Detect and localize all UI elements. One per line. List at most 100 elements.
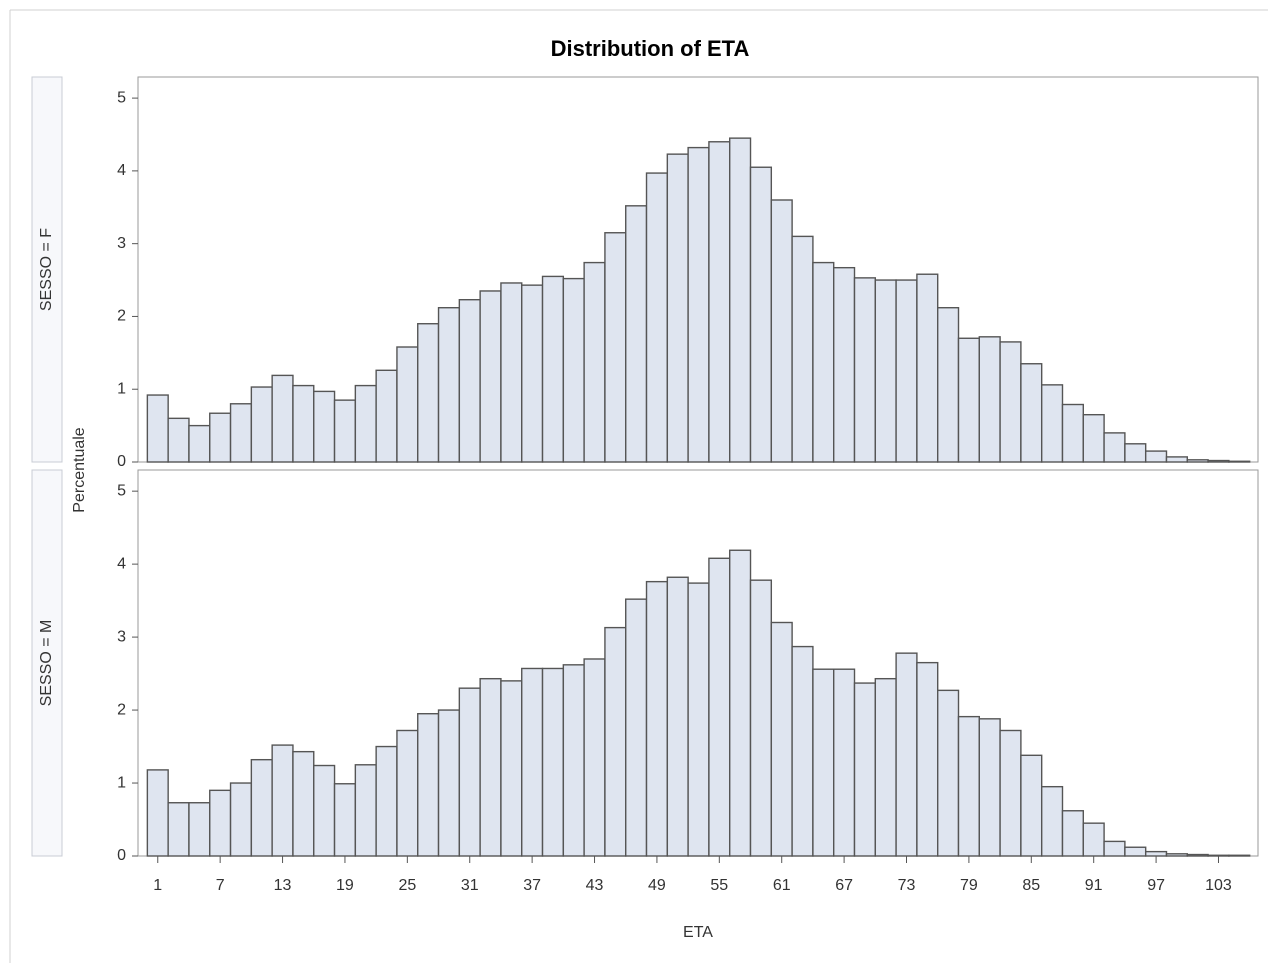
bar (167, 802, 190, 857)
bar (874, 279, 897, 463)
y-tick-label: 0 (117, 453, 126, 470)
x-tick-label: 55 (710, 877, 728, 894)
bar (146, 394, 169, 463)
bar (541, 667, 565, 857)
bar (292, 384, 315, 463)
bar (687, 582, 710, 857)
bar (645, 580, 669, 857)
bar (333, 399, 357, 463)
bar (313, 390, 336, 463)
bar (666, 153, 689, 463)
bar (625, 598, 648, 857)
bar (791, 645, 814, 857)
bar (1082, 413, 1105, 463)
bar (937, 307, 960, 463)
bar (1144, 450, 1168, 463)
bar (229, 782, 253, 857)
bar (1207, 459, 1230, 463)
bar (167, 417, 190, 463)
bar (354, 384, 377, 463)
x-tick-label: 61 (773, 877, 791, 894)
bar (833, 668, 856, 857)
y-tick-label: 2 (117, 308, 126, 325)
bar (333, 783, 357, 857)
x-tick-label: 103 (1205, 877, 1232, 894)
bar (604, 232, 627, 463)
bar (250, 758, 273, 857)
x-tick-label: 67 (835, 877, 853, 894)
y-tick-label: 0 (117, 847, 126, 864)
bar (500, 282, 523, 463)
bar (1228, 460, 1251, 463)
bar (645, 172, 669, 463)
bar (770, 621, 793, 857)
bar (521, 284, 544, 463)
y-tick-label: 4 (117, 162, 126, 179)
bar (1165, 853, 1188, 857)
x-tick-label: 73 (898, 877, 916, 894)
bar (437, 307, 461, 463)
bar (978, 336, 1001, 463)
bar (1165, 456, 1188, 463)
bar (999, 729, 1022, 857)
y-tick-label: 3 (117, 235, 126, 252)
bar (687, 146, 710, 463)
bar (916, 273, 939, 463)
x-axis-label: ETA (683, 924, 713, 941)
bar (957, 337, 980, 463)
bar (1040, 384, 1064, 463)
y-tick-label: 2 (117, 701, 126, 718)
bar (1124, 846, 1147, 857)
x-tick-label: 97 (1147, 877, 1165, 894)
bar (250, 386, 273, 463)
y-tick-label: 5 (117, 89, 126, 106)
bar (1061, 810, 1084, 857)
y-tick-label: 1 (117, 774, 126, 791)
y-axis-label: Percentuale (71, 427, 88, 512)
bar (895, 279, 918, 463)
bar (396, 346, 419, 463)
bar (1144, 850, 1168, 857)
x-tick-label: 19 (336, 877, 354, 894)
bar (1207, 854, 1230, 857)
bar (479, 677, 502, 857)
bar (770, 199, 793, 463)
bar (375, 745, 398, 857)
x-tick-label: 43 (586, 877, 604, 894)
bar (271, 744, 294, 857)
bar (1186, 459, 1209, 463)
bar (1020, 363, 1043, 463)
bar (604, 626, 627, 857)
bar (417, 323, 440, 463)
bar (999, 341, 1022, 463)
bar (271, 374, 294, 463)
x-tick-label: 25 (398, 877, 416, 894)
bar (292, 750, 315, 857)
bar (541, 275, 565, 463)
bar (1103, 432, 1126, 463)
bar (562, 664, 585, 857)
x-tick-label: 49 (648, 877, 666, 894)
bar (188, 424, 211, 463)
bar (583, 261, 606, 463)
bar (729, 549, 752, 857)
x-tick-label: 37 (523, 877, 541, 894)
bar (1082, 822, 1105, 857)
bar (833, 266, 856, 463)
bar (791, 235, 814, 463)
bar (1124, 443, 1147, 463)
bar (209, 412, 232, 463)
bar (978, 718, 1001, 857)
bar (1040, 785, 1064, 857)
bar (375, 369, 398, 463)
bar (1103, 840, 1126, 857)
bar (853, 682, 877, 857)
bar (937, 689, 960, 857)
bar (812, 261, 835, 463)
bar (957, 715, 980, 857)
bar (521, 667, 544, 857)
bar (188, 802, 211, 857)
bar (1020, 754, 1043, 857)
